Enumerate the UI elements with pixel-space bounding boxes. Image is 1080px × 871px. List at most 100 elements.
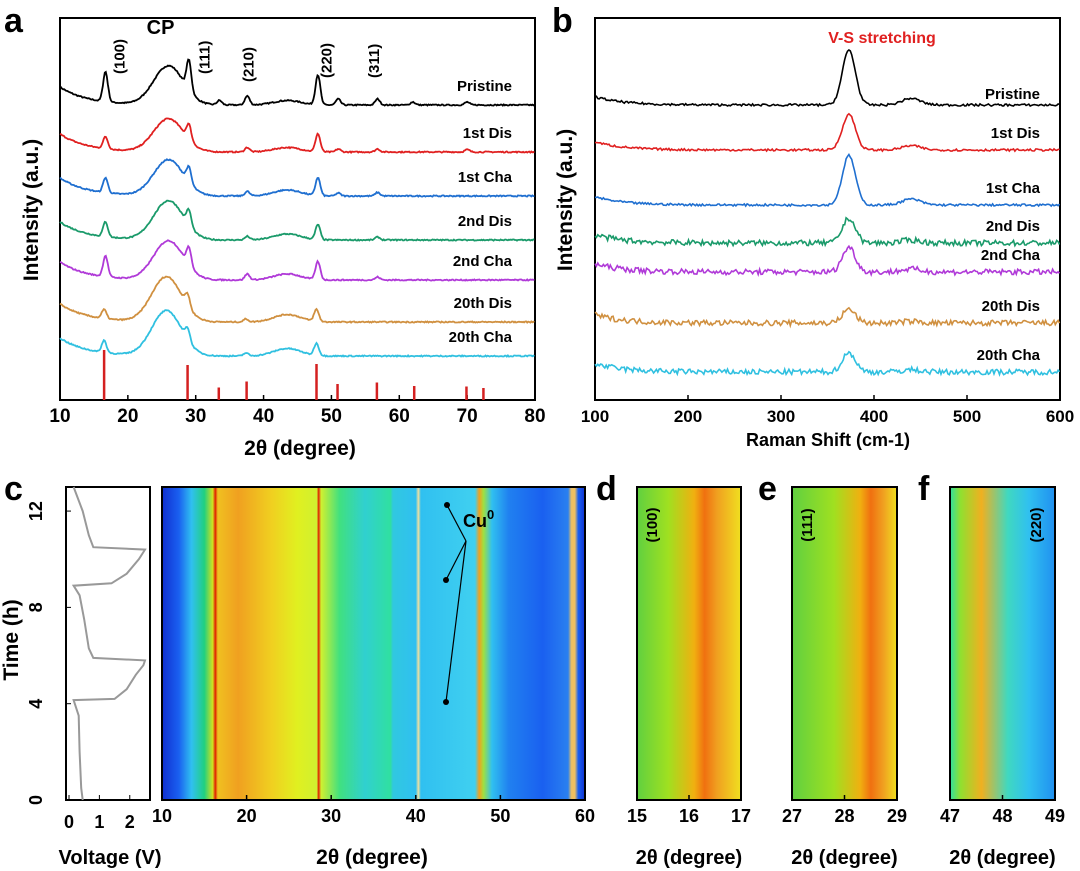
x-tick-label: 50 — [490, 806, 510, 826]
x-tick-label: 30 — [321, 806, 341, 826]
series-label: 20th Cha — [977, 347, 1041, 364]
annotation-cp: CP — [147, 17, 175, 39]
x-tick-label: 50 — [321, 406, 342, 427]
series-label: 2nd Dis — [458, 213, 512, 230]
x-axis-title: 2θ (degree) — [316, 846, 428, 869]
raman-curve-pristine — [594, 49, 1060, 108]
xrd-curve-20th-cha — [59, 309, 535, 358]
raman-curve-20th-dis — [594, 306, 1061, 329]
y-tick-label: 8 — [26, 602, 46, 612]
x-tick-label: 70 — [457, 406, 478, 427]
zoom-heatmap-d — [637, 487, 741, 800]
panel-c-voltage-frame — [65, 486, 151, 801]
annotation-vs-stretching: V-S stretching — [828, 30, 936, 47]
y-axis-title: Intensity (a.u.) — [20, 139, 43, 281]
y-axis-title: Time (h) — [0, 599, 23, 680]
series-label: 2nd Dis — [986, 218, 1040, 235]
panel-letter-f: f — [918, 470, 930, 508]
x-tick-label: 600 — [1046, 407, 1074, 426]
xrd-curve-pristine — [59, 58, 535, 107]
x-tick-label: 60 — [575, 806, 595, 826]
x-tick-label: 48 — [992, 806, 1012, 826]
x-tick-label: 20 — [237, 806, 257, 826]
panel-letter-c: c — [4, 470, 23, 508]
y-tick-label: 4 — [26, 699, 46, 709]
x-tick-label: 0 — [64, 812, 74, 832]
x-tick-label: 28 — [834, 806, 854, 826]
arrow-head — [444, 502, 450, 508]
series-label: 1st Dis — [463, 125, 512, 142]
series-label: Pristine — [985, 86, 1040, 103]
x-tick-label: 10 — [152, 806, 172, 826]
miller-index-label: (220) — [318, 43, 335, 78]
arrow-line — [445, 540, 467, 703]
arrow-head — [443, 577, 449, 583]
y-axis-title: Intensity (a.u.) — [554, 129, 577, 271]
x-tick-label: 40 — [253, 406, 274, 427]
x-tick-label: 500 — [953, 407, 981, 426]
series-label: 1st Dis — [991, 125, 1040, 142]
x-axis-title: Raman Shift (cm-1) — [746, 430, 910, 450]
voltage-curve — [71, 486, 147, 801]
x-tick-label: 49 — [1045, 806, 1065, 826]
x-tick-label: 27 — [782, 806, 802, 826]
series-label: 1st Cha — [986, 180, 1041, 197]
raman-curve-20th-cha — [594, 350, 1061, 378]
x-tick-label: 16 — [679, 806, 699, 826]
xrd-curve-2nd-dis — [59, 199, 535, 242]
panel-c-heatmap-frame — [161, 486, 586, 801]
x-tick-label: 10 — [49, 406, 70, 427]
x-tick-label: 1 — [94, 812, 104, 832]
series-label: 1st Cha — [458, 169, 513, 186]
miller-index-label: (100) — [111, 39, 128, 74]
xrd-curve-1st-cha — [59, 158, 535, 198]
x-axis-title: 2θ (degree) — [949, 847, 1055, 869]
y-tick-label: 0 — [26, 795, 46, 805]
x-tick-label: 80 — [524, 406, 545, 427]
panel-a-plot-frame — [59, 17, 536, 401]
xrd-curve-1st-dis — [59, 117, 535, 154]
x-tick-label: 20 — [117, 406, 138, 427]
panel-letter-d: d — [596, 470, 617, 508]
arrow-line — [445, 540, 467, 581]
x-axis-title: 2θ (degree) — [244, 437, 356, 460]
series-label: 20th Dis — [982, 298, 1040, 315]
miller-index-label: (100) — [644, 507, 661, 542]
x-tick-label: 60 — [389, 406, 410, 427]
x-axis-title: Voltage (V) — [59, 847, 162, 869]
raman-curve-1st-dis — [594, 112, 1060, 153]
miller-index-label: (311) — [366, 44, 383, 78]
panel-b-plot-frame — [594, 17, 1061, 401]
miller-index-label: (220) — [1028, 507, 1045, 542]
x-tick-label: 100 — [581, 407, 609, 426]
x-tick-label: 15 — [627, 806, 647, 826]
series-label: Pristine — [457, 78, 512, 95]
series-label: 20th Cha — [449, 329, 513, 346]
x-tick-label: 200 — [674, 407, 702, 426]
x-tick-label: 47 — [940, 806, 960, 826]
series-label: 20th Dis — [454, 295, 512, 312]
series-label: 2nd Cha — [453, 253, 513, 270]
x-axis-title: 2θ (degree) — [636, 847, 742, 869]
panel-letter-b: b — [552, 2, 573, 40]
panel-letter-a: a — [4, 2, 24, 40]
in-situ-xrd-heatmap — [162, 487, 585, 800]
x-tick-label: 2 — [125, 812, 135, 832]
raman-curve-2nd-dis — [594, 216, 1061, 248]
miller-index-label: (111) — [196, 41, 213, 74]
arrow-line — [446, 504, 467, 542]
x-axis-title: 2θ (degree) — [791, 847, 897, 869]
x-tick-label: 29 — [887, 806, 907, 826]
y-tick-label: 12 — [26, 501, 46, 521]
xrd-curve-20th-dis — [59, 275, 535, 324]
zoom-heatmap-e — [792, 487, 897, 800]
arrow-head — [443, 699, 449, 705]
x-tick-label: 400 — [860, 407, 888, 426]
xrd-curve-2nd-cha — [59, 239, 535, 282]
panel-letter-e: e — [758, 470, 777, 508]
annotation-cu0-superscript: 0 — [487, 507, 494, 522]
zoom-heatmap-f — [950, 487, 1055, 800]
x-tick-label: 40 — [406, 806, 426, 826]
